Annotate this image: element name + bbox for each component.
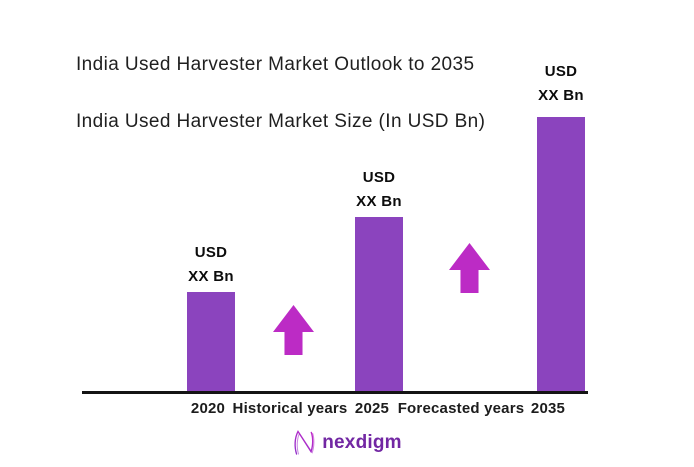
growth-arrow-icon-forecasted bbox=[449, 243, 490, 293]
bar-2025 bbox=[355, 217, 403, 392]
value-label-2035: USD XX Bn bbox=[506, 60, 616, 108]
nexdigm-logo-icon bbox=[294, 430, 315, 455]
value-label-2025: USD XX Bn bbox=[324, 166, 434, 214]
tick-label-2035: 2035 bbox=[530, 400, 566, 417]
chart-title: India Used Harvester Market Outlook to 2… bbox=[76, 54, 475, 75]
tick-label-2020: 2020 bbox=[190, 400, 226, 417]
bar-2020 bbox=[187, 292, 235, 392]
nexdigm-logo-text: nexdigm bbox=[322, 431, 402, 453]
bar-2035 bbox=[537, 117, 585, 392]
value-label-2025-line1: USD bbox=[362, 169, 396, 186]
value-label-2035-line2: XX Bn bbox=[538, 87, 584, 104]
value-label-2020-line1: USD bbox=[194, 244, 228, 261]
nexdigm-logo: nexdigm bbox=[292, 429, 402, 456]
annotation-forecasted-years: Forecasted years bbox=[397, 400, 525, 417]
value-label-2025-line2: XX Bn bbox=[356, 193, 402, 210]
x-axis-line bbox=[82, 391, 588, 394]
chart-subtitle: India Used Harvester Market Size (In USD… bbox=[76, 111, 486, 132]
value-label-2020: USD XX Bn bbox=[156, 241, 266, 289]
annotation-historical-years: Historical years bbox=[232, 400, 348, 417]
growth-arrow-icon-historical bbox=[273, 305, 314, 355]
tick-label-2025: 2025 bbox=[354, 400, 390, 417]
value-label-2035-line1: USD bbox=[544, 63, 578, 80]
value-label-2020-line2: XX Bn bbox=[188, 268, 234, 285]
